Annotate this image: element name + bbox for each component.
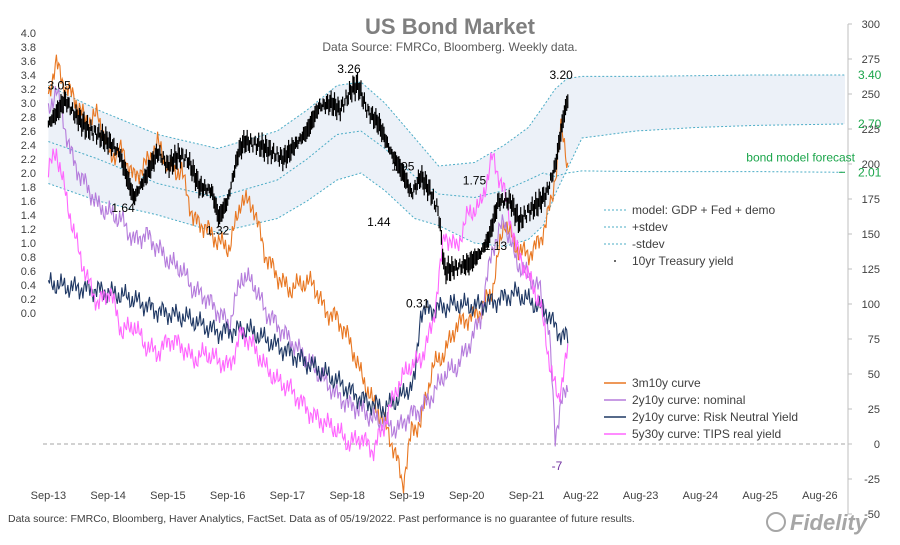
right-axis-tick: 75	[868, 334, 880, 346]
right-axis-tick: 0	[874, 439, 880, 451]
legend-label: 10yr Treasury yield	[632, 254, 733, 268]
right-axis-tick: 300	[862, 19, 880, 31]
left-axis-tick: 0.2	[21, 294, 36, 306]
right-axis-tick: 275	[862, 54, 880, 66]
right-axis-tick: 25	[868, 404, 880, 416]
yield-annotation: 1.64	[111, 201, 135, 215]
curve-line-3	[47, 148, 569, 462]
yield-annotation: 1.44	[367, 215, 391, 229]
yield-annotation: 1.95	[391, 160, 415, 174]
annotations: 3.05 1.64 1.32 3.26 1.95 1.44 0.31 1.75 1.13 3.20…	[47, 62, 881, 473]
forecast-label: bond model forecast	[746, 151, 855, 165]
yield-annotation: 1.75	[463, 174, 487, 188]
left-axis-tick: 1.0	[21, 238, 36, 250]
fidelity-logo: Fidelity	[766, 510, 869, 535]
left-axis-tick: 0.4	[21, 280, 36, 292]
forecast-value-lower: 2.01	[858, 165, 882, 179]
yield-annotation: 3.05	[47, 79, 71, 93]
x-axis-tick: Sep-20	[449, 490, 484, 502]
curve-min-annotation: -7	[552, 459, 563, 473]
right-axis-tick: 175	[862, 194, 880, 206]
logo-mark	[766, 512, 786, 532]
footer-note: Data source: FMRCo, Bloomberg, Haver Ana…	[8, 513, 635, 525]
left-axis-tick: 2.2	[21, 154, 36, 166]
right-axis-tick: 250	[862, 89, 880, 101]
left-axis-tick: 3.0	[21, 98, 36, 110]
right-axis-tick: 200	[862, 159, 880, 171]
legend-label: +stdev	[632, 220, 668, 234]
left-axis-tick: 3.6	[21, 56, 36, 68]
yield-annotation: 1.32	[206, 224, 230, 238]
yield-annotation: 1.13	[484, 239, 508, 253]
right-axis-tick: 50	[868, 369, 880, 381]
chart-title: US Bond Market	[365, 14, 536, 39]
right-axis-tick: 100	[862, 299, 880, 311]
left-axis-tick: 1.8	[21, 182, 36, 194]
yield-annotation: 3.20	[549, 68, 573, 82]
x-axis-tick: Aug-22	[563, 490, 598, 502]
axes: 0.0 0.2 0.4 0.6 0.8 1.0 1.2 1.4 1.6 1.8 2.0 2.2 2.4 2…	[21, 19, 880, 521]
x-axis-tick: Sep-17	[270, 490, 305, 502]
right-axis-tick: 225	[862, 124, 880, 136]
x-axis-tick: Sep-14	[90, 490, 125, 502]
model-minus-stdev-line	[48, 123, 846, 248]
x-axis-tick: Sep-19	[389, 490, 424, 502]
x-axis-tick: Sep-21	[509, 490, 544, 502]
right-axis-tick: 125	[862, 264, 880, 276]
x-axis-tick: Aug-25	[742, 490, 777, 502]
x-axis-tick: Sep-13	[31, 490, 66, 502]
left-axis-tick: 1.4	[21, 210, 36, 222]
left-axis-tick: 2.0	[21, 168, 36, 180]
left-axis-tick: 1.6	[21, 196, 36, 208]
yield-annotation: 0.31	[406, 296, 430, 310]
right-axis-tick: -25	[864, 474, 880, 486]
left-axis-tick: 4.0	[21, 28, 36, 40]
right-axis-tick: 150	[862, 229, 880, 241]
left-axis-tick: 1.2	[21, 224, 36, 236]
left-axis-tick: 3.8	[21, 42, 36, 54]
left-axis-tick: 3.2	[21, 84, 36, 96]
x-axis-tick: Sep-15	[150, 490, 185, 502]
yield-annotation: 3.26	[337, 62, 361, 76]
left-axis-tick: 2.8	[21, 112, 36, 124]
legend-label: model: GDP + Fed + demo	[632, 203, 776, 217]
x-axis-tick: Sep-18	[329, 490, 364, 502]
left-axis-tick: 0.0	[21, 308, 36, 320]
model-center-line	[48, 130, 846, 199]
right-axis-tick: -50	[864, 509, 880, 521]
legends: model: GDP + Fed + demo +stdev -stdev 10yr …	[604, 203, 798, 441]
logo-text: Fidelity	[790, 510, 869, 535]
curve-series	[47, 54, 569, 494]
legend-label: -stdev	[632, 237, 665, 251]
left-axis-tick: 0.6	[21, 266, 36, 278]
x-axis-tick: Aug-26	[802, 490, 837, 502]
left-axis-tick: 0.8	[21, 252, 36, 264]
x-axis-tick: Aug-23	[623, 490, 658, 502]
left-axis-tick: 2.4	[21, 140, 36, 152]
chart-subtitle: Data Source: FMRCo, Bloomberg. Weekly da…	[322, 40, 577, 54]
forecast-value-upper: 3.40	[858, 68, 882, 82]
x-axis-tick: Sep-16	[210, 490, 245, 502]
x-axis-tick: Aug-24	[683, 490, 718, 502]
left-axis-tick: 3.4	[21, 70, 36, 82]
legend-label: 3m10y curve	[632, 376, 701, 390]
left-axis-tick: 2.6	[21, 126, 36, 138]
yield-series	[47, 72, 569, 285]
legend-label: 5y30y curve: TIPS real yield	[632, 427, 781, 441]
legend-label: 2y10y curve: Risk Neutral Yield	[632, 410, 798, 424]
forecast-value-mid: 2.70	[858, 117, 882, 131]
legend-label: 2y10y curve: nominal	[632, 393, 745, 407]
curve-line-2	[47, 272, 569, 418]
legend-swatch	[614, 260, 616, 262]
